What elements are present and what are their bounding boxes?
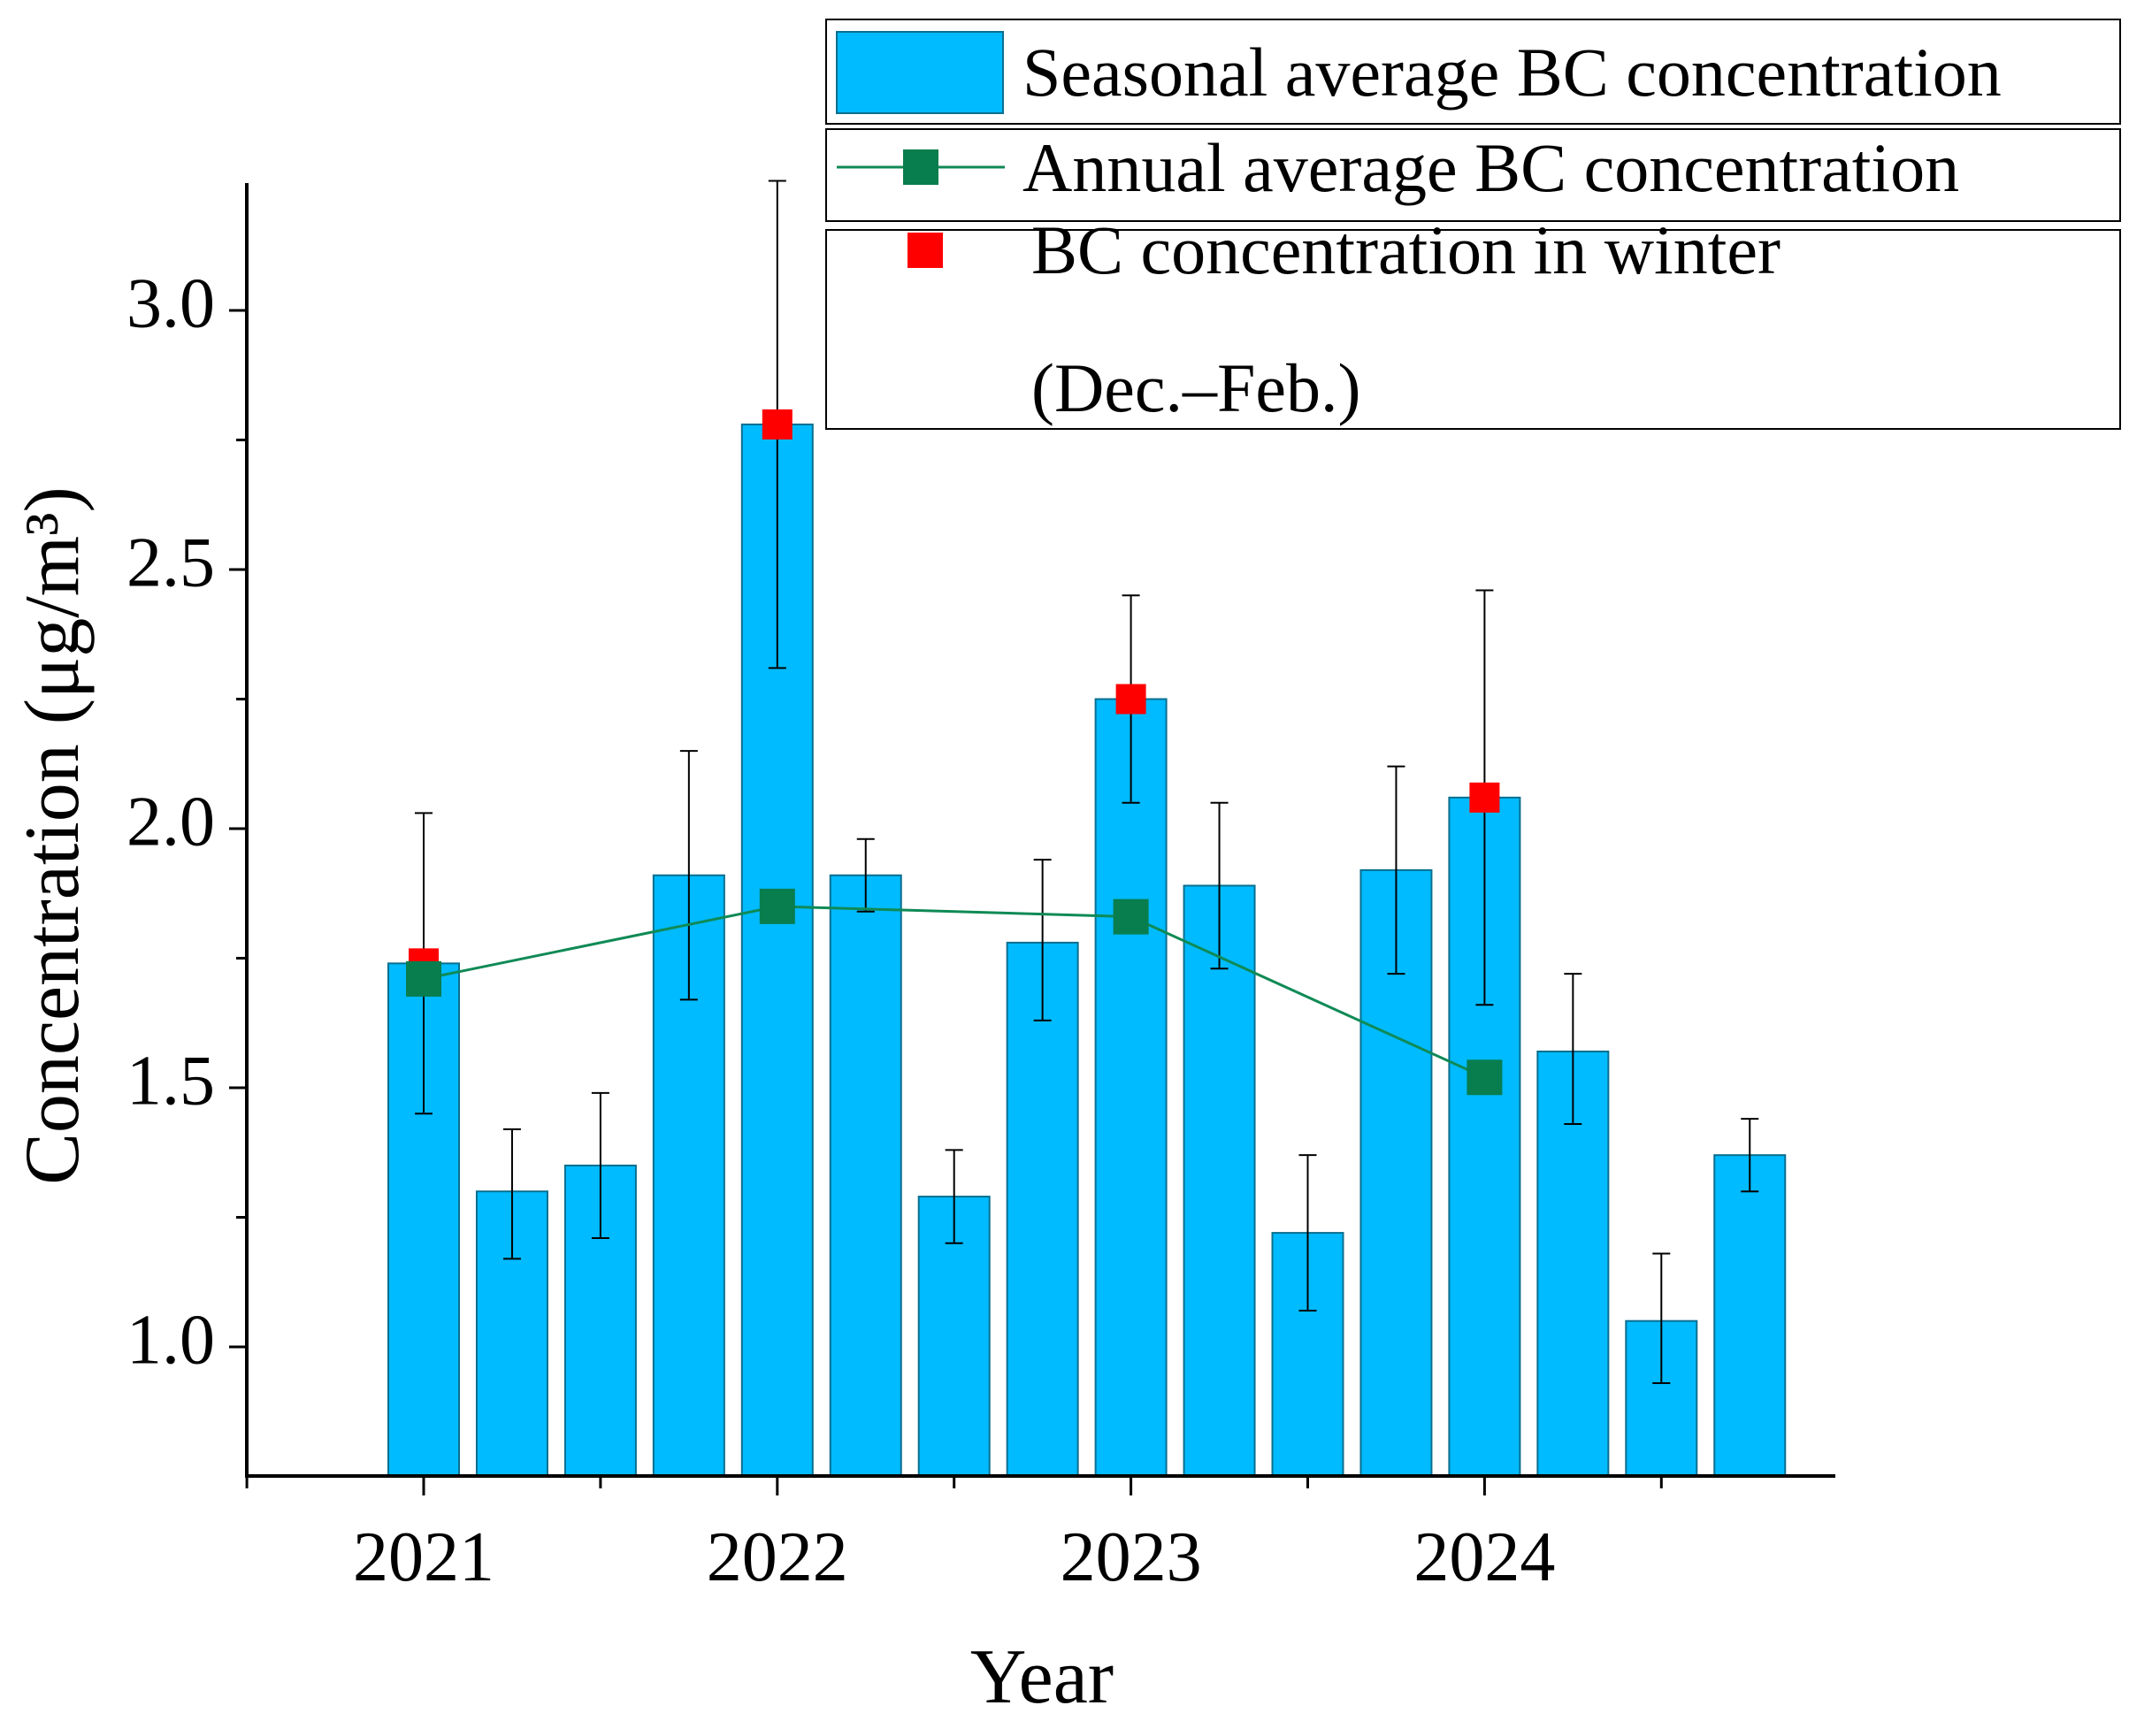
legend-box-winter — [825, 229, 2121, 430]
annual-marker-3 — [1467, 1059, 1503, 1096]
markers-layer — [406, 409, 1503, 1096]
winter-marker-2 — [1115, 684, 1146, 715]
bar-8 — [1094, 698, 1168, 1477]
y-tick-label-1: 1.5 — [126, 1042, 215, 1120]
legend-swatch-winter-marker — [908, 233, 943, 268]
x-tick-label-0: 2021 — [353, 1518, 494, 1596]
y-tick-label-0: 1.0 — [126, 1301, 215, 1379]
legend-box-annual — [825, 128, 2121, 222]
annual-line-layer — [423, 905, 1486, 1079]
x-tick-label-3: 2024 — [1413, 1518, 1555, 1596]
annual-marker-2 — [1113, 899, 1149, 935]
winter-marker-1 — [762, 409, 793, 440]
bar-5 — [829, 874, 902, 1477]
bar-7 — [1006, 941, 1079, 1478]
legend-swatch-annual-marker — [903, 149, 938, 185]
legend-label-annual: Annual average BC concentration — [1022, 129, 1959, 206]
winter-marker-3 — [1469, 782, 1500, 813]
x-tick-label-2: 2023 — [1061, 1518, 1202, 1596]
y-tick-label-2: 2.0 — [126, 783, 215, 860]
annual-line — [423, 905, 1486, 1079]
bar-9 — [1183, 884, 1256, 1477]
x-tick-label-1: 2022 — [707, 1518, 848, 1596]
y-axis-title: Concentration (μg/m³) — [10, 486, 96, 1185]
bar-15 — [1713, 1154, 1787, 1478]
legend-label-seasonal: Seasonal average BC concentration — [1022, 34, 2002, 111]
axes-layer: 1.0 1.5 2.0 2.5 3.0 2021 2022 2023 2024 — [126, 183, 1835, 1596]
legend-label-winter-line2: (Dec.–Feb.) — [1031, 349, 1361, 426]
annual-marker-0 — [406, 960, 441, 997]
y-tick-label-4: 3.0 — [126, 264, 215, 342]
legend-swatch-seasonal-bar — [836, 31, 1004, 114]
legend-box-seasonal — [825, 19, 2121, 125]
legend-label-winter-line1: BC concentration in winter — [1031, 211, 1781, 288]
legend: Seasonal average BC concentration Annual… — [825, 19, 2121, 430]
y-tick-label-3: 2.5 — [126, 524, 215, 601]
annual-marker-1 — [759, 888, 795, 924]
x-axis-title: Year — [970, 1634, 1114, 1720]
bars-layer — [387, 423, 1787, 1478]
